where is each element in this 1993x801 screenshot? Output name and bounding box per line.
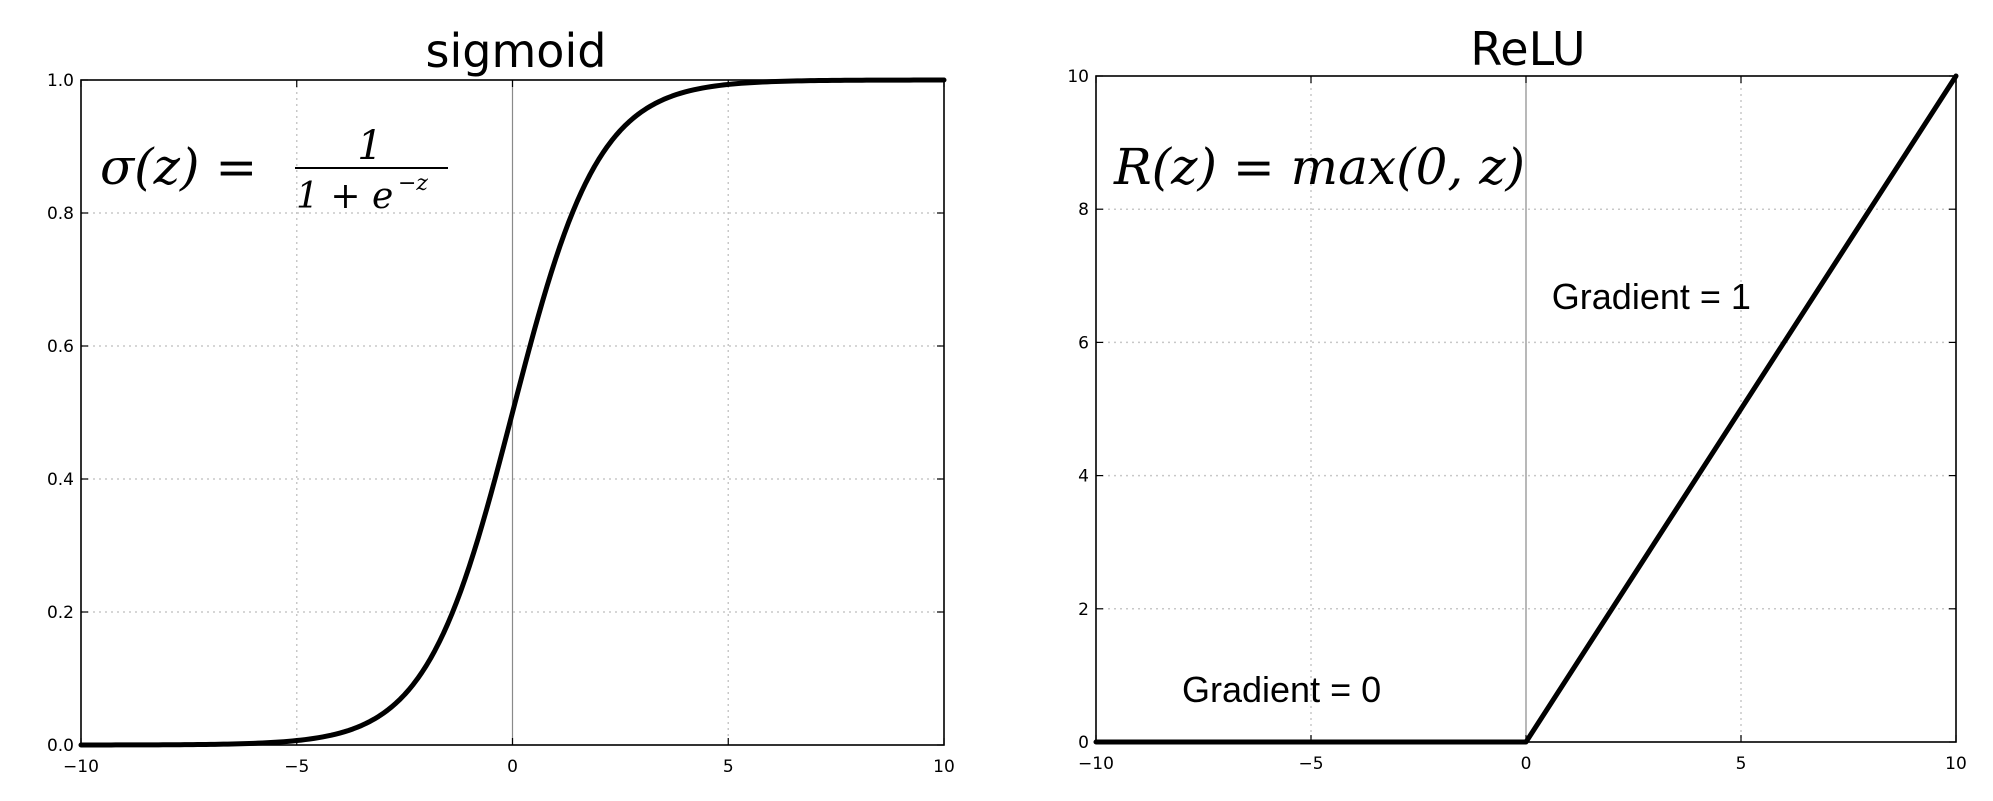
relu-y-tick-label: 10 — [1067, 67, 1089, 87]
sigmoid-y-tick-label: 0.2 — [47, 603, 74, 623]
gradient-annotation: Gradient = 0 — [1182, 669, 1381, 710]
sigmoid-x-tick-label: 0 — [507, 757, 518, 777]
sigmoid-formula-denominator: 1 + e — [296, 176, 393, 217]
sigmoid-y-tick-label: 1.0 — [47, 71, 74, 91]
sigmoid-formula-numerator: 1 — [357, 123, 382, 169]
sigmoid-axes-frame — [80, 79, 945, 746]
sigmoid-series-line — [78, 77, 947, 748]
relu-y-tick-label: 4 — [1078, 467, 1089, 487]
sigmoid-panel: sigmoid −10 −5 0 5 10 0.0 0.2 0.4 0.6 0.8 1.0 σ(z)… — [47, 24, 955, 777]
relu-x-tick-label: 10 — [1945, 754, 1967, 774]
relu-x-tick-label: 5 — [1736, 754, 1747, 774]
sigmoid-x-tick-label: −10 — [63, 757, 99, 777]
relu-y-tick-label: 2 — [1078, 600, 1089, 620]
sigmoid-x-tick-label: 10 — [933, 757, 955, 777]
sigmoid-formula-exponent: −z — [398, 171, 428, 196]
sigmoid-formula-lhs: σ(z) = — [100, 138, 257, 196]
sigmoid-y-tick-label: 0.0 — [47, 736, 74, 756]
relu-y-tick-label: 0 — [1078, 733, 1089, 753]
relu-title: ReLU — [1470, 22, 1585, 76]
relu-y-tick-label: 8 — [1078, 200, 1089, 220]
gradient-annotation: Gradient = 1 — [1552, 276, 1751, 317]
sigmoid-x-tick-label: 5 — [723, 757, 734, 777]
sigmoid-x-tick-label: −5 — [284, 757, 309, 777]
relu-formula: R(z) = max(0, z) — [1113, 138, 1525, 196]
relu-x-tick-label: 0 — [1521, 754, 1532, 774]
sigmoid-y-tick-label: 0.4 — [47, 470, 74, 490]
relu-y-tick-label: 6 — [1078, 333, 1089, 353]
sigmoid-y-tick-label: 0.8 — [47, 204, 74, 224]
relu-x-tick-label: −10 — [1078, 754, 1114, 774]
sigmoid-plot-area: −10 −5 0 5 10 0.0 0.2 0.4 0.6 0.8 1.0 — [47, 71, 955, 777]
sigmoid-formula: σ(z) = 1 1 + e −z — [100, 123, 448, 217]
relu-panel: ReLU −10 −5 0 5 10 0 2 4 6 8 10 Gradient = 0 Gradien… — [1067, 22, 1966, 774]
relu-axes-frame — [1095, 75, 1957, 743]
relu-plot-area: −10 −5 0 5 10 0 2 4 6 8 10 Gradient = 0 Gradient = 1 — [1067, 67, 1966, 774]
relu-x-tick-label: −5 — [1298, 754, 1323, 774]
sigmoid-title: sigmoid — [426, 24, 607, 78]
sigmoid-y-tick-label: 0.6 — [47, 337, 74, 357]
